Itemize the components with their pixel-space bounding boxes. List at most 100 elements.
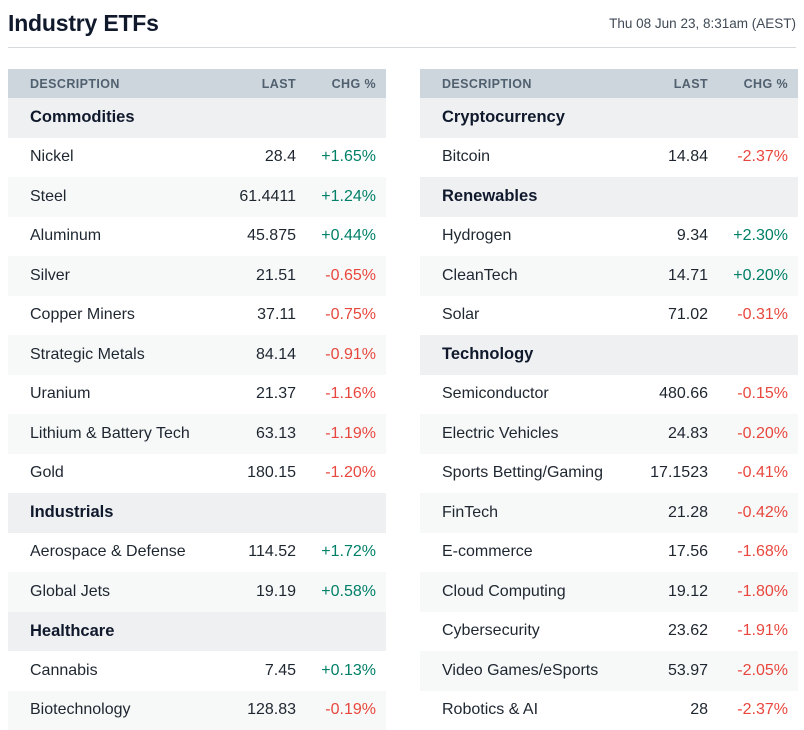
column-header-last: LAST — [673, 76, 708, 91]
section-header-row: Renewables — [420, 177, 798, 217]
page-header: Industry ETFs Thu 08 Jun 23, 8:31am (AES… — [0, 0, 804, 40]
etf-description: Solar — [442, 306, 480, 324]
etf-row[interactable]: Lithium & Battery Tech 63.13 -1.19% — [8, 414, 386, 454]
section-header-row: Commodities — [8, 98, 386, 138]
page-title: Industry ETFs — [8, 9, 159, 36]
etf-row[interactable]: Biotechnology 128.83 -0.19% — [8, 690, 386, 730]
etf-last-value: 180.15 — [247, 464, 296, 482]
page-timestamp: Thu 08 Jun 23, 8:31am (AEST) — [609, 15, 796, 31]
etf-row[interactable]: Hydrogen 9.34 +2.30% — [420, 216, 798, 256]
section-header-row: Technology — [420, 335, 798, 375]
etf-description: Robotics & AI — [442, 701, 539, 719]
etf-description: Video Games/eSports — [442, 661, 599, 679]
etf-description: Aluminum — [30, 227, 102, 245]
etf-row[interactable]: Solar 71.02 -0.31% — [420, 295, 798, 335]
etf-row[interactable]: E-commerce 17.56 -1.68% — [420, 532, 798, 572]
etf-last-value: 19.19 — [255, 582, 296, 600]
etf-last-value: 61.4411 — [239, 187, 296, 205]
etf-description: Electric Vehicles — [442, 424, 559, 442]
etf-description: Steel — [30, 187, 67, 205]
etf-table-left: DESCRIPTION LAST CHG % Commodities Nickel… — [8, 69, 386, 730]
etf-last-value: 24.83 — [667, 424, 708, 442]
column-header-description: DESCRIPTION — [442, 76, 532, 91]
etf-last-value: 21.37 — [255, 385, 296, 403]
etf-change-value: +1.65% — [321, 148, 376, 166]
section-label: Technology — [442, 345, 534, 364]
etf-last-value: 14.84 — [667, 148, 708, 166]
etf-description: E-commerce — [442, 543, 533, 561]
etf-change-value: -1.16% — [325, 385, 376, 403]
table-column-header-row: DESCRIPTION LAST CHG % — [420, 69, 798, 98]
etf-row[interactable]: Cloud Computing 19.12 -1.80% — [420, 572, 798, 612]
etf-row[interactable]: Video Games/eSports 53.97 -2.05% — [420, 651, 798, 691]
etf-row[interactable]: Robotics & AI 28 -2.37% — [420, 690, 798, 730]
etf-row[interactable]: FinTech 21.28 -0.42% — [420, 493, 798, 533]
section-header-row: Healthcare — [8, 611, 386, 651]
etf-change-value: -0.91% — [325, 345, 376, 363]
column-header-chg: CHG % — [331, 76, 376, 91]
etf-row[interactable]: Cybersecurity 23.62 -1.91% — [420, 611, 798, 651]
etf-last-value: 21.51 — [255, 266, 296, 284]
etf-last-value: 23.62 — [667, 622, 708, 640]
etf-row[interactable]: Aluminum 45.875 +0.44% — [8, 216, 386, 256]
etf-change-value: -0.19% — [325, 701, 376, 719]
etf-description: FinTech — [442, 503, 499, 521]
etf-description: Lithium & Battery Tech — [30, 424, 190, 442]
etf-description: Cybersecurity — [442, 622, 540, 640]
etf-change-value: -1.80% — [737, 582, 788, 600]
etf-last-value: 17.1523 — [650, 464, 708, 482]
section-label: Commodities — [30, 108, 135, 127]
etf-last-value: 37.11 — [257, 306, 296, 324]
etf-last-value: 9.34 — [676, 227, 708, 245]
etf-row[interactable]: Global Jets 19.19 +0.58% — [8, 572, 386, 612]
etf-change-value: -0.20% — [737, 424, 788, 442]
etf-last-value: 17.56 — [667, 543, 708, 561]
etf-row[interactable]: Copper Miners 37.11 -0.75% — [8, 295, 386, 335]
etf-last-value: 128.83 — [247, 701, 296, 719]
etf-row[interactable]: Aerospace & Defense 114.52 +1.72% — [8, 532, 386, 572]
etf-last-value: 28 — [690, 701, 708, 719]
etf-last-value: 45.875 — [247, 227, 296, 245]
etf-last-value: 14.71 — [667, 266, 708, 284]
etf-change-value: -1.91% — [737, 622, 788, 640]
etf-change-value: -0.15% — [737, 385, 788, 403]
etf-row[interactable]: Strategic Metals 84.14 -0.91% — [8, 335, 386, 375]
section-label: Cryptocurrency — [442, 108, 565, 127]
etf-row[interactable]: Sports Betting/Gaming 17.1523 -0.41% — [420, 453, 798, 493]
etf-last-value: 63.13 — [255, 424, 296, 442]
etf-change-value: -0.31% — [737, 306, 788, 324]
etf-change-value: -2.37% — [737, 701, 788, 719]
etf-last-value: 21.28 — [667, 503, 708, 521]
etf-description: Gold — [30, 464, 64, 482]
etf-description: Hydrogen — [442, 227, 512, 245]
header-divider — [8, 47, 796, 48]
etf-row[interactable]: Steel 61.4411 +1.24% — [8, 177, 386, 217]
section-label: Renewables — [442, 187, 538, 206]
etf-description: Silver — [30, 266, 71, 284]
etf-row[interactable]: Silver 21.51 -0.65% — [8, 256, 386, 296]
etf-change-value: -0.42% — [737, 503, 788, 521]
etf-last-value: 71.02 — [667, 306, 708, 324]
etf-change-value: +0.13% — [321, 661, 376, 679]
table-column-header-row: DESCRIPTION LAST CHG % — [8, 69, 386, 98]
etf-row[interactable]: Semiconductor 480.66 -0.15% — [420, 374, 798, 414]
etf-description: Cannabis — [30, 661, 98, 679]
etf-row[interactable]: Nickel 28.4 +1.65% — [8, 137, 386, 177]
etf-row[interactable]: Gold 180.15 -1.20% — [8, 453, 386, 493]
etf-last-value: 480.66 — [659, 385, 708, 403]
etf-change-value: +0.20% — [733, 266, 788, 284]
etf-row[interactable]: Electric Vehicles 24.83 -0.20% — [420, 414, 798, 454]
etf-change-value: -1.68% — [737, 543, 788, 561]
etf-row[interactable]: Bitcoin 14.84 -2.37% — [420, 137, 798, 177]
section-header-row: Cryptocurrency — [420, 98, 798, 138]
etf-last-value: 19.12 — [667, 582, 708, 600]
etf-row[interactable]: Uranium 21.37 -1.16% — [8, 374, 386, 414]
etf-description: Strategic Metals — [30, 345, 145, 363]
etf-change-value: +0.58% — [321, 582, 376, 600]
etf-row[interactable]: CleanTech 14.71 +0.20% — [420, 256, 798, 296]
etf-description: Biotechnology — [30, 701, 131, 719]
etf-tables-region: DESCRIPTION LAST CHG % Commodities Nickel… — [0, 48, 804, 730]
section-label: Industrials — [30, 503, 114, 522]
etf-row[interactable]: Cannabis 7.45 +0.13% — [8, 651, 386, 691]
column-header-description: DESCRIPTION — [30, 76, 120, 91]
